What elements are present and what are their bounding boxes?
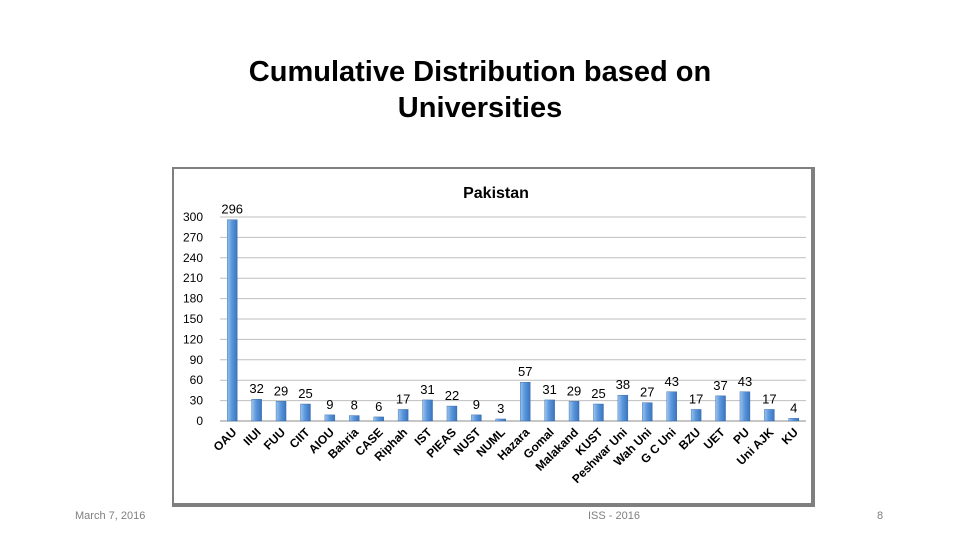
data-label: 296 — [221, 202, 243, 217]
y-tick-label: 90 — [190, 353, 204, 367]
bar — [397, 409, 409, 422]
bar — [275, 401, 287, 422]
y-tick-label: 0 — [196, 414, 203, 428]
data-label: 31 — [420, 382, 434, 397]
data-label: 31 — [542, 382, 556, 397]
bar — [446, 405, 458, 422]
data-label: 17 — [762, 391, 776, 406]
y-tick-label: 30 — [190, 394, 204, 408]
slide-title: Cumulative Distribution based on Univers… — [180, 54, 780, 126]
data-label: 25 — [591, 386, 605, 401]
bar — [568, 401, 580, 422]
bar-chart: Pakistan 0306090120150180210240270300296… — [183, 185, 806, 486]
data-label: 37 — [713, 378, 727, 393]
chart-title: Pakistan — [463, 185, 529, 202]
bar — [471, 414, 482, 422]
data-label: 43 — [738, 374, 752, 389]
bar — [349, 415, 360, 422]
slide-title-line2: Universities — [397, 92, 563, 124]
bar — [227, 219, 238, 422]
bar — [544, 399, 555, 422]
data-label: 27 — [640, 385, 654, 400]
data-label: 43 — [664, 374, 678, 389]
bar — [739, 391, 751, 422]
data-label: 25 — [298, 386, 312, 401]
data-label: 9 — [473, 397, 480, 412]
y-tick-label: 210 — [183, 271, 203, 285]
y-tick-label: 150 — [183, 312, 203, 326]
page-number: 8 — [877, 510, 884, 522]
bar — [520, 382, 531, 422]
data-label: 8 — [351, 398, 358, 413]
x-tick-label: UET — [701, 425, 728, 452]
bar — [617, 394, 629, 422]
data-label: 9 — [326, 397, 333, 412]
bar — [373, 416, 384, 422]
y-tick-label: 180 — [183, 292, 203, 306]
data-label: 6 — [375, 399, 382, 414]
bar — [715, 395, 726, 422]
footer-date: March 7, 2016 — [75, 510, 146, 522]
bar — [422, 399, 433, 422]
y-tick-label: 270 — [183, 230, 203, 244]
bar — [593, 403, 604, 422]
bar — [690, 409, 702, 422]
bar — [788, 418, 799, 422]
x-tick-label: OAU — [211, 425, 240, 454]
data-label: 17 — [396, 391, 410, 406]
y-tick-label: 60 — [190, 373, 204, 387]
bar — [764, 409, 775, 422]
data-label: 57 — [518, 364, 532, 379]
data-label: 29 — [274, 383, 288, 398]
x-tick-label: IIUI — [241, 425, 264, 448]
footer-center-text: ISS - 2016 — [588, 510, 640, 522]
x-tick-label: BZU — [676, 425, 703, 452]
data-label: 22 — [445, 388, 459, 403]
y-tick-label: 300 — [183, 210, 203, 224]
y-tick-label: 120 — [183, 332, 203, 346]
bar — [495, 418, 506, 422]
data-label: 32 — [249, 381, 263, 396]
y-tick-label: 240 — [183, 251, 203, 265]
bar — [251, 399, 262, 422]
bar — [324, 414, 336, 422]
x-tick-label: KU — [779, 425, 801, 447]
data-label: 17 — [689, 391, 703, 406]
data-label: 3 — [497, 401, 504, 416]
chart-frame: Pakistan 0 30 60 90 120 150 180 210 240 270 300 296… — [172, 167, 815, 507]
data-label: 4 — [790, 400, 797, 415]
bar — [300, 403, 311, 422]
slide-title-line1: Cumulative Distribution based on — [248, 56, 712, 88]
x-tick-label: FUU — [261, 425, 288, 452]
data-label: 29 — [567, 383, 581, 398]
bar — [642, 402, 653, 422]
bar — [666, 391, 677, 422]
data-label: 38 — [616, 377, 630, 392]
